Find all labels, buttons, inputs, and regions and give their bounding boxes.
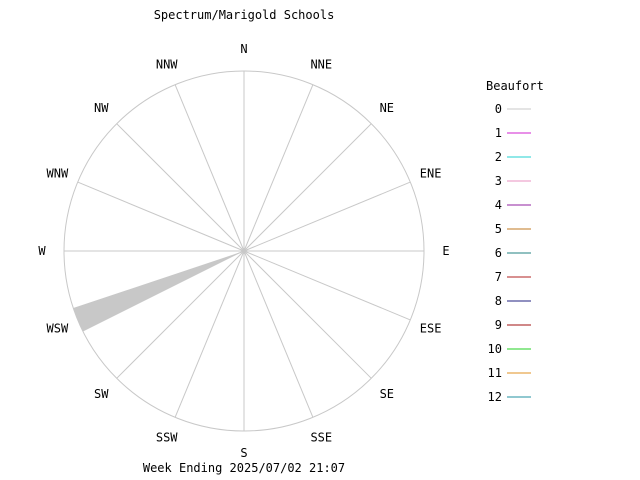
spoke-ssw [174, 250, 245, 418]
chart-title: Spectrum/Marigold Schools [154, 8, 335, 22]
legend-label-9: 9 [495, 318, 502, 332]
legend-label-5: 5 [495, 222, 502, 236]
legend-title: Beaufort [486, 79, 544, 93]
chart-footer: Week Ending 2025/07/02 21:07 [143, 461, 345, 475]
legend-label-1: 1 [495, 126, 502, 140]
direction-label-e: E [442, 244, 449, 258]
legend-label-3: 3 [495, 174, 502, 188]
direction-label-ne: NE [380, 101, 394, 115]
legend-label-2: 2 [495, 150, 502, 164]
direction-label-ene: ENE [420, 167, 442, 181]
direction-label-se: SE [380, 387, 394, 401]
legend-label-4: 4 [495, 198, 502, 212]
direction-label-w: W [38, 244, 46, 258]
spoke-ese [243, 250, 411, 321]
spoke-ene [243, 181, 411, 252]
direction-label-ssw: SSW [156, 431, 178, 445]
legend-label-7: 7 [495, 270, 502, 284]
spoke-sw [116, 250, 245, 379]
sector-wsw-beaufort-0 [73, 251, 244, 332]
direction-label-nw: NW [94, 101, 109, 115]
direction-labels: N NNE NE ENE E ESE SE SSE S SSW SW WSW W WNW NW NNW [38, 42, 449, 460]
spoke-nw [116, 123, 245, 252]
spoke-wnw [77, 181, 245, 252]
legend-label-0: 0 [495, 102, 502, 116]
spoke-nne [243, 84, 314, 252]
legend-label-12: 12 [488, 390, 502, 404]
direction-label-sse: SSE [310, 431, 332, 445]
spoke-ne [243, 123, 372, 252]
legend-label-8: 8 [495, 294, 502, 308]
spoke-se [243, 250, 372, 379]
legend-label-10: 10 [488, 342, 502, 356]
direction-label-wsw: WSW [47, 321, 69, 335]
direction-label-ese: ESE [420, 321, 442, 335]
direction-label-nne: NNE [310, 57, 332, 71]
direction-label-nnw: NNW [156, 57, 178, 71]
spoke-sse [243, 250, 314, 418]
legend-label-11: 11 [488, 366, 502, 380]
wind-sectors [73, 251, 244, 332]
direction-label-wnw: WNW [47, 167, 69, 181]
direction-label-s: S [240, 446, 247, 460]
spoke-nnw [174, 84, 245, 252]
direction-label-sw: SW [94, 387, 109, 401]
legend-label-6: 6 [495, 246, 502, 260]
direction-label-n: N [240, 42, 247, 56]
